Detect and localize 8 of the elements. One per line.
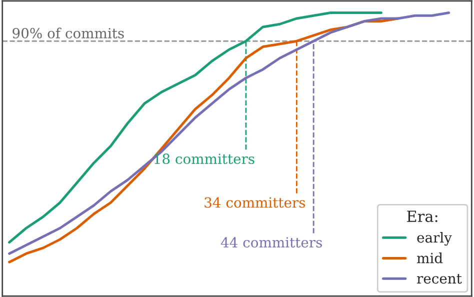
- legend-label: early: [417, 232, 452, 246]
- ref-line-label: 90% of commits: [12, 28, 124, 38]
- legend-title: Era:: [407, 210, 438, 222]
- legend-label: mid: [417, 252, 443, 264]
- annotation: 44 committers: [220, 237, 322, 248]
- annotation: 34 committers: [204, 197, 306, 208]
- annotation: 18 committers: [154, 154, 254, 164]
- legend-label: recent: [417, 274, 462, 284]
